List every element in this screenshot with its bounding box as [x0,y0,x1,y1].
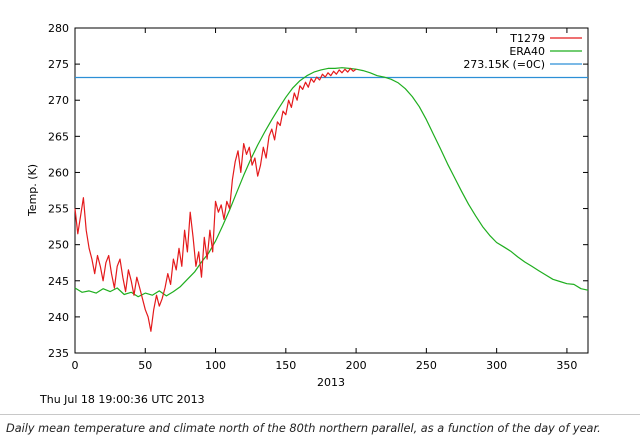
y-tick-label: 255 [48,203,69,216]
series-layer [74,67,589,332]
y-tick-label: 240 [48,311,69,324]
x-tick-label: 0 [72,359,79,372]
x-tick-label: 100 [205,359,226,372]
y-tick-label: 245 [48,275,69,288]
y-tick-label: 280 [48,22,69,35]
series-line-era40 [74,67,589,298]
x-tick-label: 200 [346,359,367,372]
figure-caption: Daily mean temperature and climate north… [6,422,601,435]
y-tick-label: 275 [48,58,69,71]
x-axis-title: 2013 [317,376,345,389]
legend-label: ERA40 [509,45,545,58]
y-tick-label: 270 [48,94,69,107]
x-tick-label: 350 [556,359,577,372]
x-axis: 0 50 100 150 200 250 300 350 [72,28,577,372]
y-tick-label: 260 [48,166,69,179]
caption-separator [0,414,640,415]
x-tick-label: 250 [416,359,437,372]
legend-label: T1279 [509,32,545,45]
timestamp: Thu Jul 18 19:00:36 UTC 2013 [39,393,205,406]
x-tick-label: 50 [138,359,152,372]
y-axis-title: Temp. (K) [26,164,39,217]
x-tick-label: 150 [275,359,296,372]
legend-label: 273.15K (=0C) [463,58,545,71]
x-tick-label: 300 [486,359,507,372]
y-axis: 235 240 245 250 255 260 265 270 275 280 [48,22,588,360]
y-tick-label: 250 [48,239,69,252]
series-line-t1279 [74,67,357,332]
plot-frame [74,27,589,354]
y-tick-label: 265 [48,130,69,143]
y-tick-label: 235 [48,347,69,360]
temperature-chart: 235 240 245 250 255 260 265 270 275 280 0 50 100 150… [26,22,589,406]
